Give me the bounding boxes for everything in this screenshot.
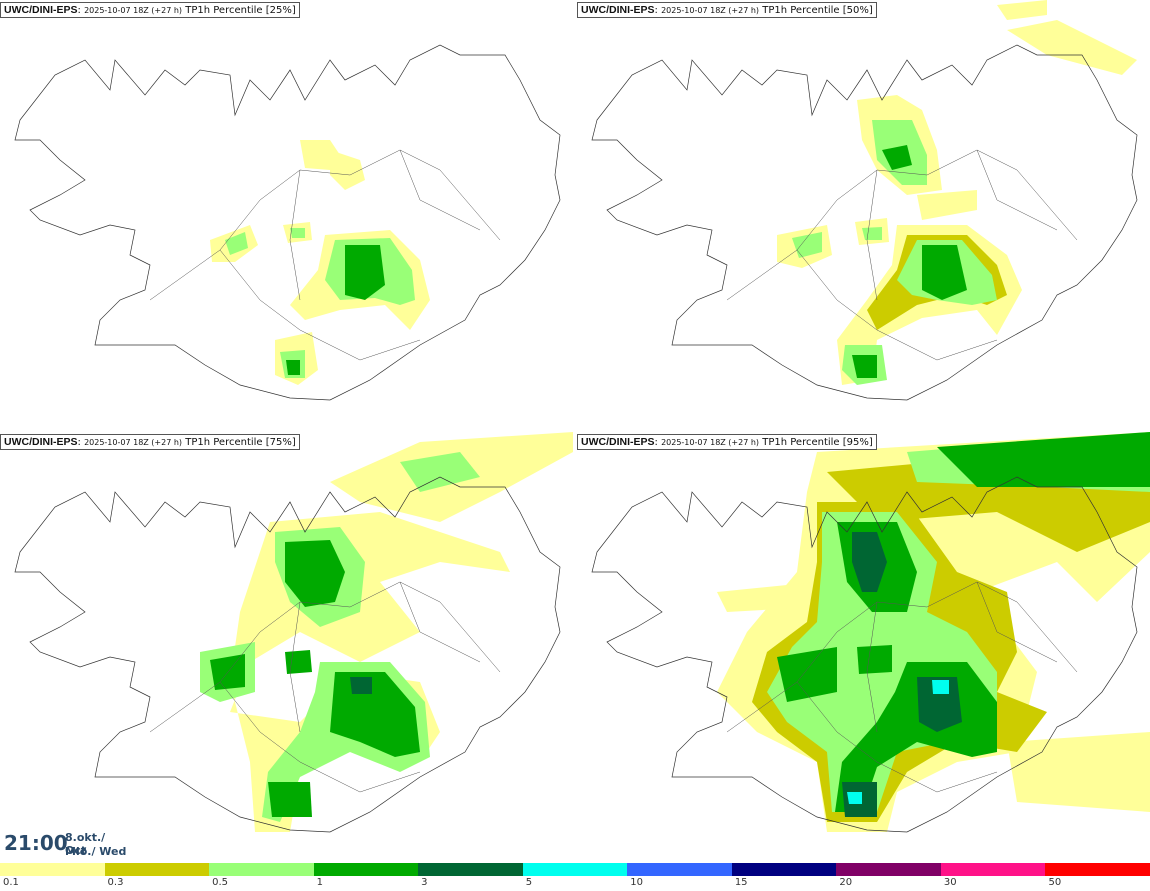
legend-tick-label: 0.3 (107, 877, 124, 888)
legend-swatch (836, 863, 941, 876)
legend-swatch (522, 863, 628, 876)
legend-tick-labels: 0.1 0.3 0.5 1 3 5 10 15 20 30 50 (0, 877, 1150, 891)
legend-tick-label: 0.1 (3, 877, 19, 888)
valid-date-line2: Mið./ Wed (65, 845, 127, 858)
precip-fill (200, 432, 573, 832)
legend-swatch (418, 863, 523, 876)
legend-swatch (313, 863, 419, 876)
panel-title: UWC/DINI-EPS: 2025-10-07 18Z (+27 h) TP1… (0, 2, 300, 18)
legend-tick-label: 3 (421, 877, 428, 888)
legend-swatch (0, 863, 105, 876)
iceland-precip-map (14, 44, 561, 401)
precip-fill (777, 0, 1137, 385)
valid-time-box: 21:00 8.okt./ Oct Mið./ Wed (0, 826, 127, 861)
legend-swatch (627, 863, 732, 876)
panel-title: UWC/DINI-EPS: 2025-10-07 18Z (+27 h) TP1… (577, 434, 877, 450)
legend-tick-label: 50 (1048, 877, 1062, 888)
map-panel-p25: UWC/DINI-EPS: 2025-10-07 18Z (+27 h) TP1… (0, 0, 573, 430)
valid-date-line1: 8.okt./ Oct (65, 831, 106, 857)
precip-fill (717, 432, 1150, 832)
panel-title: UWC/DINI-EPS: 2025-10-07 18Z (+27 h) TP1… (0, 434, 300, 450)
legend-swatch (104, 863, 210, 876)
legend-tick-label: 20 (839, 877, 853, 888)
legend-tick-label: 30 (943, 877, 957, 888)
precip-fill (210, 140, 430, 385)
legend-swatch (1045, 863, 1150, 876)
legend-tick-label: 1 (316, 877, 323, 888)
legend-tick-label: 15 (734, 877, 748, 888)
iceland-precip-map (591, 0, 1138, 401)
legend-swatch (731, 863, 837, 876)
legend-tick-label: 10 (630, 877, 643, 888)
map-panel-p95: UWC/DINI-EPS: 2025-10-07 18Z (+27 h) TP1… (577, 432, 1150, 862)
map-panel-p75: UWC/DINI-EPS: 2025-10-07 18Z (+27 h) TP1… (0, 432, 573, 862)
panel-title: UWC/DINI-EPS: 2025-10-07 18Z (+27 h) TP1… (577, 2, 877, 18)
precip-color-legend (0, 863, 1150, 876)
legend-tick-label: 5 (525, 877, 533, 888)
iceland-precip-map (14, 432, 573, 833)
valid-time: 21:00 (4, 831, 68, 855)
legend-swatch (209, 863, 314, 876)
map-panel-p50: UWC/DINI-EPS: 2025-10-07 18Z (+27 h) TP1… (577, 0, 1150, 430)
legend-tick-label: 0.5 (212, 877, 228, 888)
legend-swatch (940, 863, 1046, 876)
iceland-precip-map (591, 432, 1150, 833)
